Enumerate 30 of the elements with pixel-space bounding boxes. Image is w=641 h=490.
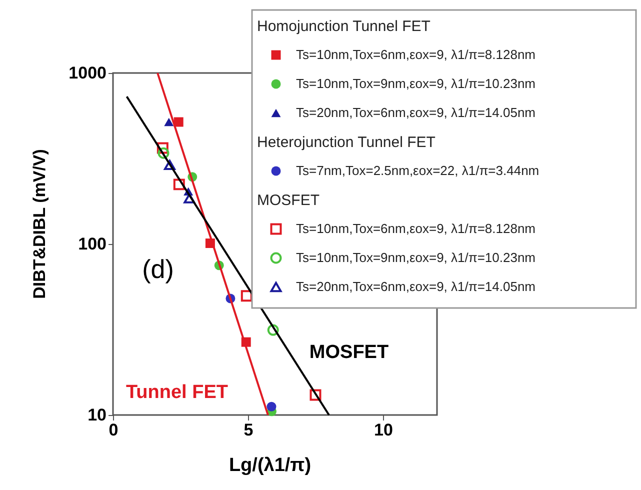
y-tick-label: 100 xyxy=(78,234,106,254)
annotation: MOSFET xyxy=(257,192,320,209)
legend-label: Ts=10nm,Tox=6nm,εox=9, λ1/π=8.128nm xyxy=(296,221,536,236)
legend-label: Ts=10nm,Tox=9nm,εox=9, λ1/π=10.23nm xyxy=(296,250,536,265)
point xyxy=(267,324,279,336)
x-axis-title: Lg/(λ1/π) xyxy=(228,455,312,476)
y-axis-title: DIBT&DIBL (mV/V) xyxy=(30,149,49,299)
point xyxy=(310,389,322,401)
legend-label: Ts=20nm,Tox=6nm,εox=9, λ1/π=14.05nm xyxy=(296,279,536,294)
y-tick-label: 10 xyxy=(88,406,106,424)
point xyxy=(164,160,176,170)
point xyxy=(164,118,174,126)
series-label: MOSFET xyxy=(309,342,389,363)
point xyxy=(266,402,276,412)
annotation: (d) xyxy=(142,254,174,284)
point xyxy=(156,142,168,154)
series-label: Tunnel FET xyxy=(126,382,228,403)
legend-label: Ts=10nm,Tox=9nm,εox=9, λ1/π=10.23nm xyxy=(296,76,536,91)
legend-label: Ts=7nm,Tox=2.5nm,εox=22, λ1/π=3.44nm xyxy=(296,163,540,178)
annotation: Heterojunction Tunnel FET xyxy=(257,134,436,151)
y-tick-label: 1000 xyxy=(68,64,106,82)
legend-label: Ts=10nm,Tox=6nm,εox=9, λ1/π=8.128nm xyxy=(296,47,536,62)
legend-label: Ts=20nm,Tox=6nm,εox=9, λ1/π=14.05nm xyxy=(296,105,536,120)
x-tick-label: 10 xyxy=(374,420,393,440)
point xyxy=(158,147,170,159)
text: Homojunction Tunnel FET xyxy=(257,18,430,35)
x-tick-label: 5 xyxy=(244,420,254,440)
point xyxy=(173,178,185,190)
x-tick-label: 0 xyxy=(108,420,118,440)
point xyxy=(240,290,252,302)
